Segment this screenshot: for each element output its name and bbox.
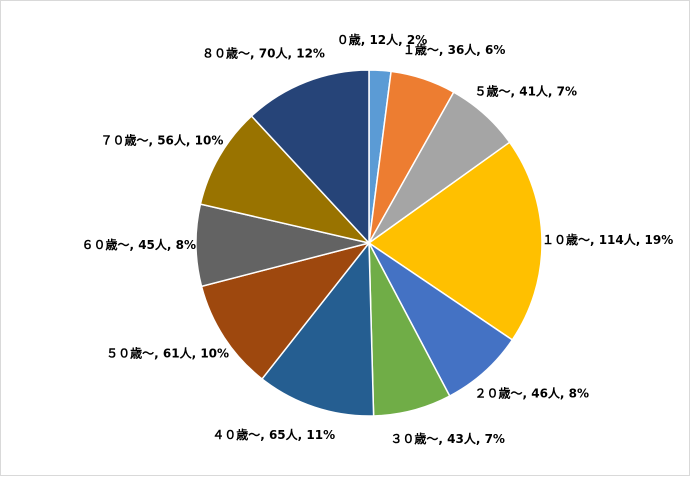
data-label: ０歳, 12人, 2% (337, 32, 428, 47)
pie-slice (250, 69, 370, 245)
data-label: ５歳～, 41人, 7% (474, 83, 577, 98)
pie-slice (199, 114, 372, 245)
data-label: ２０歳～, 46人, 8% (474, 386, 589, 401)
pie-slice (367, 141, 543, 341)
data-label: ８０歳～, 70人, 12% (202, 45, 325, 60)
data-label: １０歳～, 114人, 19% (542, 232, 673, 247)
data-label: ５０歳～, 61人, 10% (106, 346, 229, 361)
data-label: ６０歳～, 45人, 8% (81, 237, 196, 252)
data-label: １歳～, 36人, 6% (403, 42, 506, 57)
pie-slice (200, 241, 371, 381)
data-label: ７０歳～, 56人, 10% (100, 133, 223, 148)
data-label: ４０歳～, 65人, 11% (212, 427, 335, 442)
pie-slice (260, 240, 375, 417)
data-label: ３０歳～, 43人, 7% (390, 431, 505, 446)
